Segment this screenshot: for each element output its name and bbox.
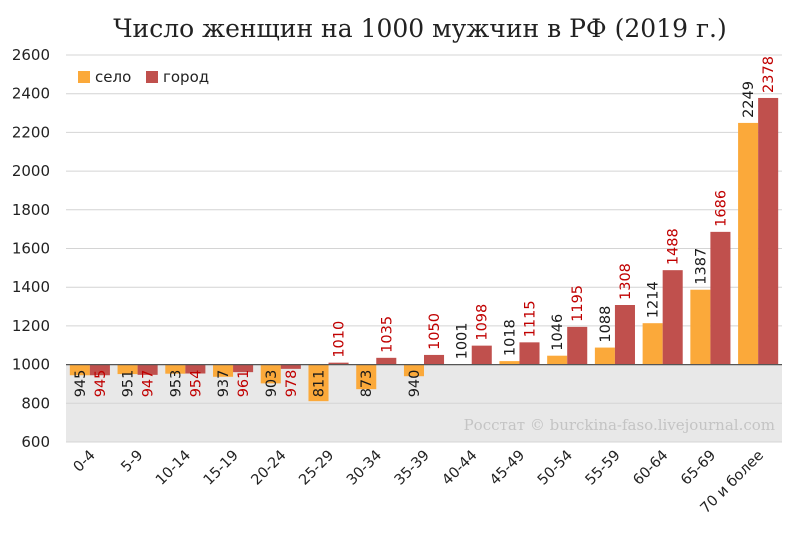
- bar-selo-15-19: [213, 364, 234, 377]
- data-label-selo-70-и-более: 2249: [741, 81, 757, 118]
- y-tick-label: 1600: [12, 240, 50, 258]
- bar-gorod-45-49: [519, 342, 540, 365]
- data-label-selo-60-64: 1214: [646, 281, 662, 318]
- y-tick-label: 800: [21, 394, 50, 412]
- bar-gorod-65-69: [710, 231, 731, 365]
- x-tick-label: 0-4: [71, 448, 99, 476]
- data-label-selo-0-4: 945: [73, 370, 89, 398]
- data-label-gorod-5-9: 947: [141, 370, 157, 398]
- y-tick-label: 1000: [12, 356, 50, 374]
- data-label-selo-30-34: 873: [359, 370, 375, 398]
- data-label-selo-10-14: 953: [168, 370, 184, 398]
- x-tick-label: 40-44: [439, 448, 480, 489]
- data-label-selo-55-59: 1088: [598, 306, 614, 343]
- bar-gorod-70-и-более: [758, 97, 779, 365]
- bar-selo-5-9: [117, 364, 138, 375]
- data-label-selo-45-49: 1018: [502, 319, 518, 356]
- legend-swatch-selo: [78, 71, 90, 83]
- bar-gorod-30-34: [376, 357, 397, 365]
- bar-gorod-35-39: [424, 354, 445, 365]
- data-label-gorod-45-49: 1115: [522, 300, 538, 337]
- data-label-gorod-40-44: 1098: [475, 304, 491, 341]
- data-label-selo-65-69: 1387: [693, 248, 709, 285]
- bar-selo-65-69: [690, 289, 711, 365]
- x-tick-label: 10-14: [153, 448, 194, 489]
- data-label-gorod-35-39: 1050: [427, 313, 443, 350]
- y-axis: 600 800 1000 1200 1400 1600 1800 2000 2200 2400 26…: [12, 46, 50, 451]
- y-tick-label: 1800: [12, 201, 50, 219]
- x-tick-label: 65-69: [678, 448, 719, 489]
- data-label-gorod-70-и-более: 2378: [761, 56, 777, 93]
- data-label-gorod-25-29: 1010: [332, 321, 348, 358]
- bar-gorod-10-14: [185, 364, 206, 374]
- data-label-gorod-50-54: 1195: [570, 285, 586, 322]
- legend-label-selo: село: [95, 68, 131, 86]
- x-tick-label: 50-54: [535, 448, 576, 489]
- x-tick-label: 5-9: [118, 448, 146, 476]
- x-tick-label: 60-64: [630, 448, 671, 489]
- data-label-gorod-10-14: 954: [188, 370, 204, 398]
- data-label-gorod-0-4: 945: [93, 370, 109, 398]
- legend-label-gorod: город: [163, 68, 209, 86]
- data-label-gorod-60-64: 1488: [666, 228, 682, 265]
- bar-selo-50-54: [547, 355, 568, 365]
- bar-gorod-40-44: [471, 345, 492, 365]
- bar-selo-0-4: [69, 364, 90, 376]
- bar-selo-35-39: [403, 364, 424, 377]
- y-tick-label: 1400: [12, 278, 50, 296]
- bar-gorod-0-4: [89, 364, 110, 376]
- data-label-gorod-55-59: 1308: [618, 263, 634, 300]
- x-axis: 0-4 5-9 10-14 15-19 20-24 25-29 30-34 35-39 40-4…: [71, 447, 767, 516]
- data-label-selo-20-24: 903: [264, 370, 280, 398]
- data-label-selo-5-9: 951: [121, 370, 137, 398]
- bar-gorod-60-64: [662, 270, 683, 365]
- x-tick-label: 20-24: [249, 448, 290, 489]
- bar-gorod-5-9: [137, 364, 158, 375]
- data-label-selo-50-54: 1046: [550, 314, 566, 351]
- data-label-selo-25-29: 811: [312, 370, 328, 398]
- x-tick-label: 55-59: [583, 448, 624, 489]
- data-label-selo-15-19: 937: [216, 370, 232, 398]
- bar-selo-10-14: [165, 364, 186, 374]
- bar-selo-60-64: [642, 323, 663, 365]
- bar-gorod-20-24: [280, 364, 301, 369]
- data-label-gorod-15-19: 961: [236, 370, 252, 398]
- bar-selo-20-24: [260, 364, 281, 384]
- legend-swatch-gorod: [146, 71, 158, 83]
- y-tick-label: 2600: [12, 46, 50, 64]
- y-tick-label: 2200: [12, 123, 50, 141]
- x-tick-label: 35-39: [392, 448, 433, 489]
- bars: [69, 97, 779, 402]
- y-tick-label: 600: [21, 433, 50, 451]
- x-tick-label: 25-29: [296, 448, 337, 489]
- bar-selo-25-29: [308, 364, 329, 402]
- bar-selo-70-и-более: [738, 122, 759, 365]
- data-label-gorod-65-69: 1686: [713, 190, 729, 227]
- bar-selo-45-49: [499, 361, 520, 365]
- y-tick-label: 1200: [12, 317, 50, 335]
- bar-gorod-25-29: [328, 362, 349, 365]
- legend: село город: [78, 68, 209, 86]
- bar-selo-55-59: [594, 347, 615, 365]
- x-tick-label: 45-49: [487, 448, 528, 489]
- x-tick-label: 15-19: [201, 448, 242, 489]
- data-label-gorod-30-34: 1035: [379, 316, 395, 353]
- y-tick-label: 2400: [12, 85, 50, 103]
- chart-title: Число женщин на 1000 мужчин в РФ (2019 г…: [113, 14, 727, 43]
- bar-selo-30-34: [356, 364, 377, 390]
- data-label-gorod-20-24: 978: [284, 370, 300, 398]
- x-tick-label: 30-34: [344, 448, 385, 489]
- watermark: Росстат © burckina-faso.livejournal.com: [464, 416, 775, 434]
- bar-gorod-55-59: [614, 305, 635, 365]
- data-label-selo-35-39: 940: [407, 370, 423, 398]
- bar-gorod-50-54: [567, 326, 588, 365]
- data-label-selo-40-44: 1001: [455, 323, 471, 360]
- bar-gorod-15-19: [233, 364, 254, 373]
- y-tick-label: 2000: [12, 162, 50, 180]
